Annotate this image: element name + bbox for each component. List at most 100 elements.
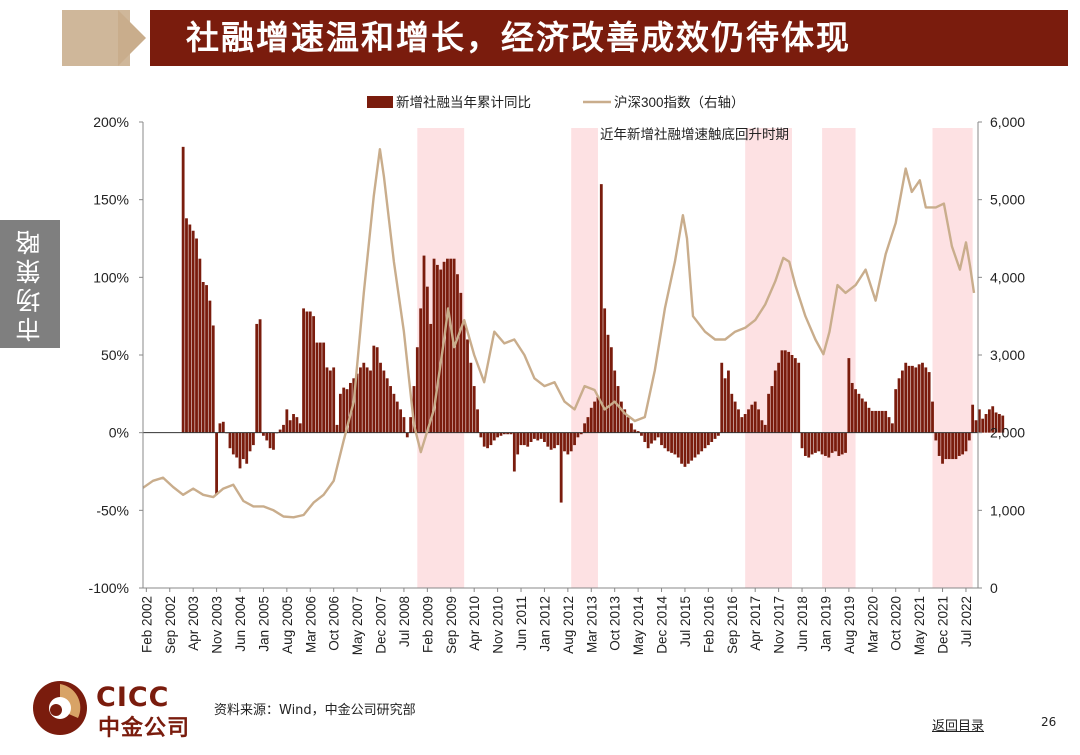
x-tick-label: Apr 2010 xyxy=(467,596,482,651)
bar-mark xyxy=(205,285,208,433)
bar-mark xyxy=(402,417,406,433)
bar-mark xyxy=(509,432,513,435)
bar-mark xyxy=(211,325,215,433)
legend-label-line: 沪深300指数（右轴） xyxy=(614,95,745,110)
x-tick-label: Jun 2004 xyxy=(233,596,248,652)
bar-mark xyxy=(777,362,781,433)
x-tick-label: Oct 2013 xyxy=(608,596,623,651)
bar-mark xyxy=(666,432,670,452)
bar-mark xyxy=(526,432,530,447)
bar-mark xyxy=(643,432,647,442)
bar-mark xyxy=(459,292,463,433)
bar-mark xyxy=(365,367,369,433)
bar-mark xyxy=(941,432,944,464)
x-tick-label: Jun 2011 xyxy=(514,596,529,651)
bar-mark xyxy=(814,432,817,453)
bar-mark xyxy=(322,342,326,433)
bar-mark xyxy=(967,432,971,441)
bar-mark xyxy=(907,365,911,433)
bar-mark xyxy=(874,410,878,433)
x-tick-label: Nov 2017 xyxy=(772,596,787,654)
right-tick-label: 6,000 xyxy=(990,114,1025,130)
bar-mark xyxy=(767,393,770,433)
x-tick-label: Feb 2002 xyxy=(139,596,154,653)
x-tick-label: Feb 2016 xyxy=(701,596,716,653)
bar-mark xyxy=(576,432,580,438)
bar-mark xyxy=(405,432,409,438)
bar-mark xyxy=(653,432,657,441)
bar-mark xyxy=(723,378,727,433)
x-tick-label: Apr 2003 xyxy=(186,596,201,651)
cicc-logo-icon xyxy=(33,681,87,735)
bar-mark xyxy=(305,311,309,433)
x-tick-label: Jan 2005 xyxy=(256,596,271,652)
bar-mark xyxy=(435,264,439,433)
bar-mark xyxy=(921,362,924,433)
bar-mark xyxy=(924,367,928,433)
bar-mark xyxy=(931,401,934,433)
bar-mark xyxy=(502,432,506,435)
right-tick-label: 2,000 xyxy=(990,425,1025,441)
x-tick-label: Jan 2019 xyxy=(818,596,833,652)
bar-mark xyxy=(382,370,386,433)
bar-mark xyxy=(399,409,402,433)
bar-mark xyxy=(218,423,222,433)
bar-mark xyxy=(559,432,563,503)
bar-mark xyxy=(683,432,687,467)
bar-mark xyxy=(191,230,195,433)
bar-mark xyxy=(864,401,868,433)
bar-mark xyxy=(546,432,550,447)
bar-mark xyxy=(817,432,821,452)
bar-mark xyxy=(221,421,225,433)
bar-mark xyxy=(268,432,272,449)
bar-mark xyxy=(824,432,827,456)
x-tick-label: Oct 2006 xyxy=(327,596,342,651)
bar-mark xyxy=(265,432,269,441)
bar-mark xyxy=(844,432,847,453)
bar-mark xyxy=(693,432,697,458)
bar-mark xyxy=(854,389,857,433)
bar-mark xyxy=(359,367,362,433)
bar-mark xyxy=(964,432,968,452)
bar-mark xyxy=(800,432,804,449)
back-to-contents-link[interactable]: 返回目录 xyxy=(932,719,985,734)
bar-mark xyxy=(663,432,667,449)
bar-mark xyxy=(446,258,449,433)
bar-mark xyxy=(262,432,265,436)
bar-mark xyxy=(807,432,811,458)
bar-mark xyxy=(492,432,496,441)
bar-mark xyxy=(840,432,844,455)
bar-mark xyxy=(770,386,774,433)
bar-mark xyxy=(984,414,988,433)
section-tab[interactable] xyxy=(0,220,60,348)
bar-mark xyxy=(325,367,329,433)
bar-mark xyxy=(385,378,389,433)
bar-mark xyxy=(673,432,677,455)
bar-mark xyxy=(867,407,871,433)
bar-mark xyxy=(345,389,349,433)
bar-mark xyxy=(773,370,777,433)
bar-mark xyxy=(951,432,954,460)
bar-mark xyxy=(914,367,918,433)
page-title: 社融增速温和增长，经济改善成效仍待体现 xyxy=(186,18,851,57)
bar-mark xyxy=(355,373,359,433)
x-tick-label: Jul 2015 xyxy=(678,596,693,647)
bar-mark xyxy=(563,432,566,452)
bar-mark xyxy=(579,432,583,435)
x-tick-label: Feb 2009 xyxy=(420,596,435,653)
legend-label-bar: 新增社融当年累计同比 xyxy=(396,95,531,110)
x-tick-label: Dec 2021 xyxy=(936,596,951,654)
bar-mark xyxy=(670,432,673,453)
x-tick-label: Jan 2012 xyxy=(537,596,552,652)
left-tick-label: 50% xyxy=(101,347,129,363)
x-tick-label: Jun 2018 xyxy=(795,596,810,652)
bar-mark xyxy=(533,432,536,439)
bar-mark xyxy=(747,409,750,433)
bar-mark xyxy=(369,370,372,433)
bar-mark xyxy=(703,432,707,449)
bar-mark xyxy=(830,432,834,453)
right-tick-label: 3,000 xyxy=(990,347,1025,363)
x-tick-label: Oct 2020 xyxy=(889,596,904,651)
bar-mark xyxy=(573,432,576,446)
x-tick-label: May 2014 xyxy=(631,596,646,656)
